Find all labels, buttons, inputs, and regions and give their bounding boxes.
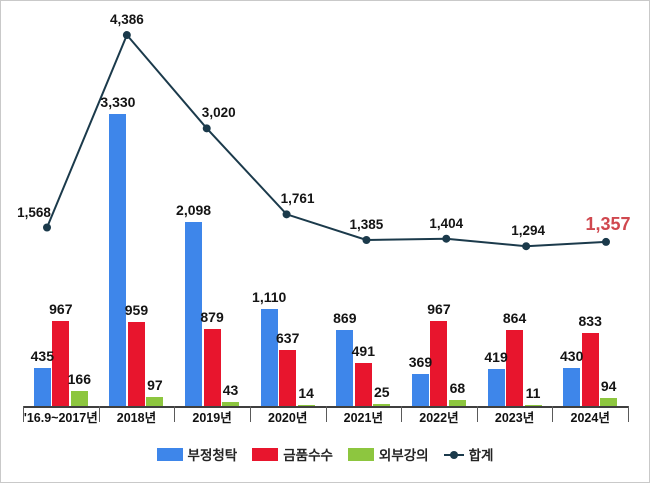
legend-label: 외부강의 — [378, 448, 429, 463]
x-axis-label: 2021년 — [343, 411, 383, 425]
x-axis-label: 2019년 — [192, 411, 232, 425]
bar-value-label: 435 — [30, 347, 54, 364]
legend-swatch-icon — [347, 447, 374, 461]
bar-value-label: 967 — [49, 301, 73, 318]
bar-value-label: 97 — [147, 377, 163, 394]
x-axis-tick — [249, 406, 251, 422]
x-axis-tick — [174, 406, 176, 422]
bar-green — [146, 397, 164, 406]
legend-item-total-line: 합계 — [443, 444, 494, 464]
legend-item-red-bars: 금품수수 — [252, 444, 333, 464]
legend-label: 금품수수 — [283, 448, 333, 463]
bar-red — [354, 362, 372, 406]
bar-green — [297, 404, 315, 406]
line-point-marker — [202, 124, 211, 133]
bar-blue — [185, 222, 203, 406]
bar-blue — [411, 373, 429, 406]
bar-blue — [336, 329, 354, 406]
legend-label: 부정청탁 — [187, 448, 238, 463]
bar-value-label: 879 — [200, 308, 224, 325]
bar-value-label: 959 — [124, 301, 149, 318]
line-value-label: 4,386 — [109, 12, 144, 28]
bar-value-label: 967 — [427, 301, 451, 318]
x-axis-tick — [476, 406, 478, 422]
line-point-marker — [602, 237, 610, 246]
legend-item-green-bars: 외부강의 — [347, 444, 429, 464]
bar-value-label: 2,098 — [176, 202, 212, 218]
bar-value-label: 833 — [578, 312, 602, 329]
bar-red — [430, 321, 448, 406]
bar-red — [581, 332, 599, 406]
bar-value-label: 864 — [502, 310, 527, 327]
bar-value-label: 166 — [67, 371, 91, 388]
line-value-label-highlight: 1,357 — [585, 213, 631, 234]
x-axis-label: 2022년 — [419, 411, 459, 425]
bar-green — [600, 397, 618, 406]
bar-value-label: 369 — [408, 353, 433, 370]
line-point-marker — [362, 236, 371, 245]
x-axis-tick — [552, 406, 554, 422]
line-point-marker — [43, 223, 51, 232]
bar-green — [222, 402, 240, 406]
bar-blue — [487, 369, 505, 406]
bar-value-label: 419 — [484, 349, 508, 366]
legend-item-blue-bars: 부정청탁 — [156, 444, 238, 464]
bar-red — [52, 321, 70, 406]
line-value-label: 1,294 — [511, 223, 546, 239]
bar-blue — [109, 113, 127, 406]
bar-value-label: 25 — [374, 383, 390, 400]
bar-value-label: 43 — [222, 382, 239, 399]
x-axis-tick — [628, 406, 629, 422]
x-axis-tick — [98, 406, 100, 422]
x-axis-tick — [325, 406, 327, 422]
line-value-label: 1,404 — [429, 215, 464, 231]
chart-legend: 부정청탁 금품수수 외부강의 합계 — [1, 444, 649, 464]
bar-value-label: 11 — [525, 384, 541, 401]
x-axis-label: '16.9~2017년 — [23, 411, 98, 425]
line-value-label: 1,568 — [17, 204, 51, 220]
bar-value-label: 491 — [351, 342, 375, 359]
line-point-marker — [442, 234, 451, 243]
line-point-marker — [522, 242, 531, 251]
x-axis-tick — [401, 406, 403, 422]
legend-swatch-icon — [156, 447, 183, 461]
bar-value-label: 68 — [449, 380, 466, 397]
bar-red — [203, 328, 221, 406]
total-line — [46, 33, 607, 248]
bar-green — [70, 391, 88, 406]
bar-blue — [563, 368, 581, 406]
bar-green — [524, 404, 542, 406]
x-axis-label: 2018년 — [116, 411, 157, 425]
bar-value-label: 430 — [560, 348, 584, 365]
bar-value-label: 94 — [600, 377, 617, 394]
bar-red — [127, 321, 145, 406]
legend-line-dot-icon — [443, 448, 464, 461]
bar-green — [448, 400, 466, 406]
legend-swatch-icon — [252, 447, 279, 461]
bar-value-label: 1,110 — [252, 288, 287, 305]
bar-red — [279, 350, 297, 406]
line-value-label: 1,761 — [280, 191, 315, 207]
bar-green — [373, 403, 391, 406]
bar-value-label: 3,330 — [100, 93, 136, 110]
x-axis-label: 2023년 — [494, 411, 535, 425]
line-value-label: 1,385 — [349, 217, 384, 232]
bar-blue — [33, 367, 51, 406]
total-line-series — [43, 31, 610, 251]
legend-label: 합계 — [468, 448, 494, 463]
x-axis-tick — [23, 406, 24, 422]
bar-red — [506, 330, 524, 406]
x-axis-label: 2024년 — [570, 411, 610, 425]
bar-blue — [260, 308, 278, 406]
bar-value-label: 637 — [276, 330, 300, 347]
bar-value-label: 869 — [333, 309, 357, 326]
line-value-label: 3,020 — [201, 105, 236, 121]
line-point-marker — [122, 31, 131, 40]
x-axis-label: 2020년 — [268, 411, 308, 425]
bar-value-label: 14 — [298, 384, 314, 401]
line-point-marker — [282, 210, 291, 219]
